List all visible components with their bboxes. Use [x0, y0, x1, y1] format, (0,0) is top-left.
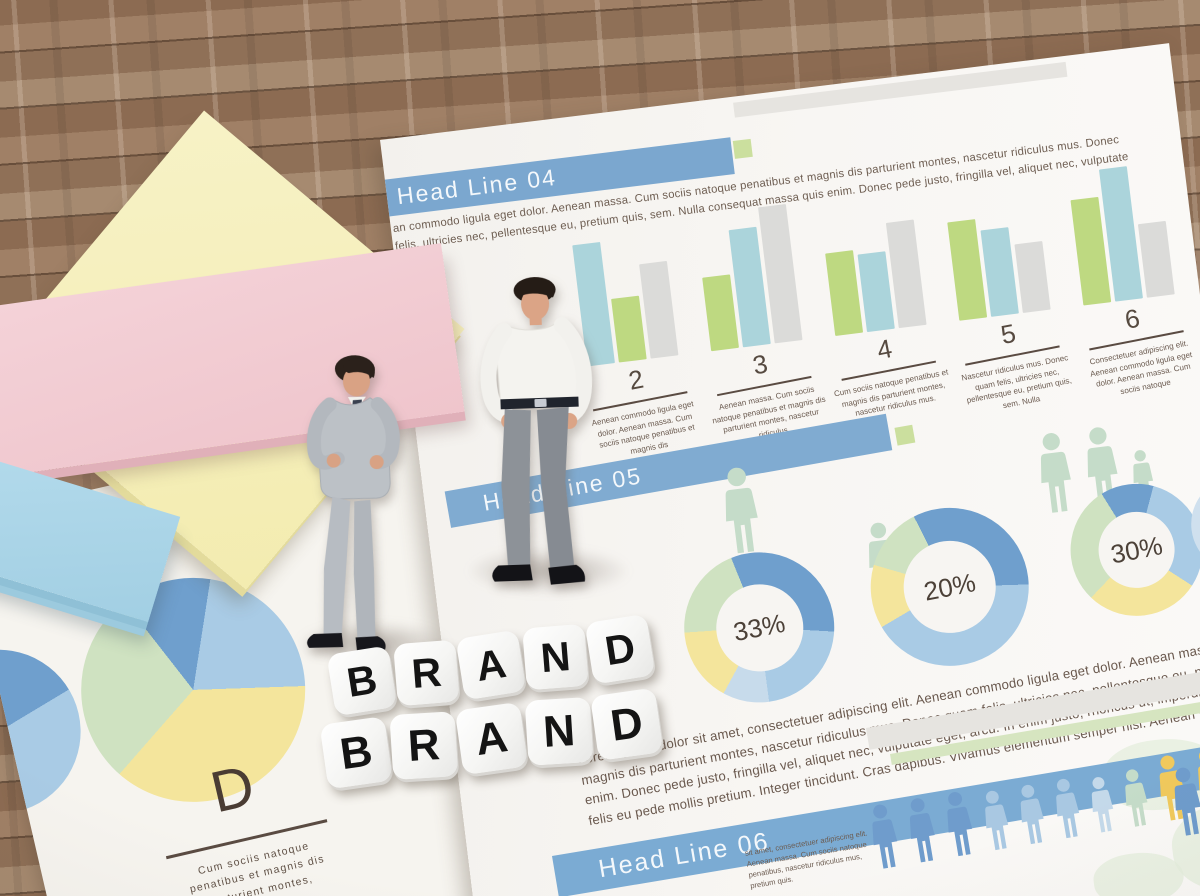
numbered-item: 5 Nascetur ridiculus mus. Donec quam fel…: [947, 308, 1080, 419]
face: [521, 288, 550, 321]
left-trouser-leg: [323, 496, 351, 637]
right-trouser-leg: [353, 499, 376, 641]
people-icons-group1: [713, 464, 769, 557]
hair-front: [515, 279, 555, 298]
right-sleeve: [553, 317, 593, 423]
right-hand: [369, 455, 384, 470]
numbered-item: 4 Cum sociis natoque penatibus et magnis…: [824, 323, 955, 423]
letter-die: A: [454, 701, 529, 776]
person-icon: [1020, 784, 1044, 845]
figurine-businessman-shirt: [446, 269, 633, 620]
bar-teal: [857, 251, 895, 333]
person-icon: [985, 790, 1009, 851]
person-icon: [1040, 433, 1071, 513]
letter-die: A: [455, 629, 527, 701]
left-arm: [306, 397, 345, 470]
person-icon: [1125, 769, 1148, 827]
person-icon: [909, 798, 935, 863]
bar-teal: [980, 227, 1019, 317]
numbered-item: 6 Consectetuer adipiscing elit. Aenean c…: [1072, 293, 1200, 404]
hair-front: [343, 358, 375, 378]
letter-die: D: [584, 613, 656, 685]
bar-group: [1066, 155, 1175, 306]
letter-die: D: [590, 687, 664, 761]
figurine-suit-graphic: [306, 355, 400, 652]
figurine-businessman-suit: [282, 345, 463, 676]
person-icon: [947, 792, 973, 857]
person-icon: [1056, 778, 1080, 839]
donut-33: 33%: [675, 543, 843, 711]
bar-gray: [1014, 241, 1051, 313]
bar-green: [825, 250, 864, 336]
letter-die: R: [389, 711, 459, 781]
neck: [529, 315, 542, 326]
right-shoe: [548, 564, 586, 585]
left-hand: [326, 453, 341, 468]
letter-die: B: [326, 645, 398, 717]
left-sleeve: [480, 323, 515, 424]
left-shoe: [307, 632, 344, 648]
main-document-content: Head Line 04 an commodo ligula eget dolo…: [380, 43, 1200, 896]
right-trouser-leg: [536, 406, 575, 570]
bar-gray: [1137, 220, 1175, 298]
bar-group: [942, 171, 1051, 321]
figurine-shirt-graphic: [480, 277, 593, 585]
person-icon: [725, 467, 758, 554]
letter-die: R: [393, 639, 460, 707]
left-shoe: [492, 564, 533, 582]
main-document: Head Line 04 an commodo ligula eget dolo…: [380, 43, 1200, 896]
headline05-accent-square: [894, 424, 916, 446]
donut-30-label: 30%: [1108, 529, 1165, 570]
figurine-shadow: [466, 548, 631, 594]
letter-die: B: [319, 716, 393, 790]
headline04-accent-square: [732, 138, 753, 159]
face: [342, 366, 370, 397]
letter-die: N: [522, 623, 589, 691]
headline04-title: Head Line 04: [395, 163, 559, 210]
donut-20-label: 20%: [921, 566, 979, 607]
person-icon: [872, 804, 898, 869]
right-arm: [370, 397, 400, 470]
left-trouser-leg: [501, 409, 531, 570]
bar-gray: [639, 260, 679, 359]
person-icon-right-edge: [1164, 764, 1200, 844]
bar-group: [694, 201, 803, 352]
letter-die: N: [524, 696, 594, 766]
donut-33-label: 33%: [730, 607, 788, 647]
belt-buckle: [534, 398, 547, 408]
bar-green: [702, 274, 740, 352]
person-icon: [1091, 777, 1114, 833]
person-icon: [1174, 767, 1200, 836]
bar-group: [818, 186, 927, 336]
